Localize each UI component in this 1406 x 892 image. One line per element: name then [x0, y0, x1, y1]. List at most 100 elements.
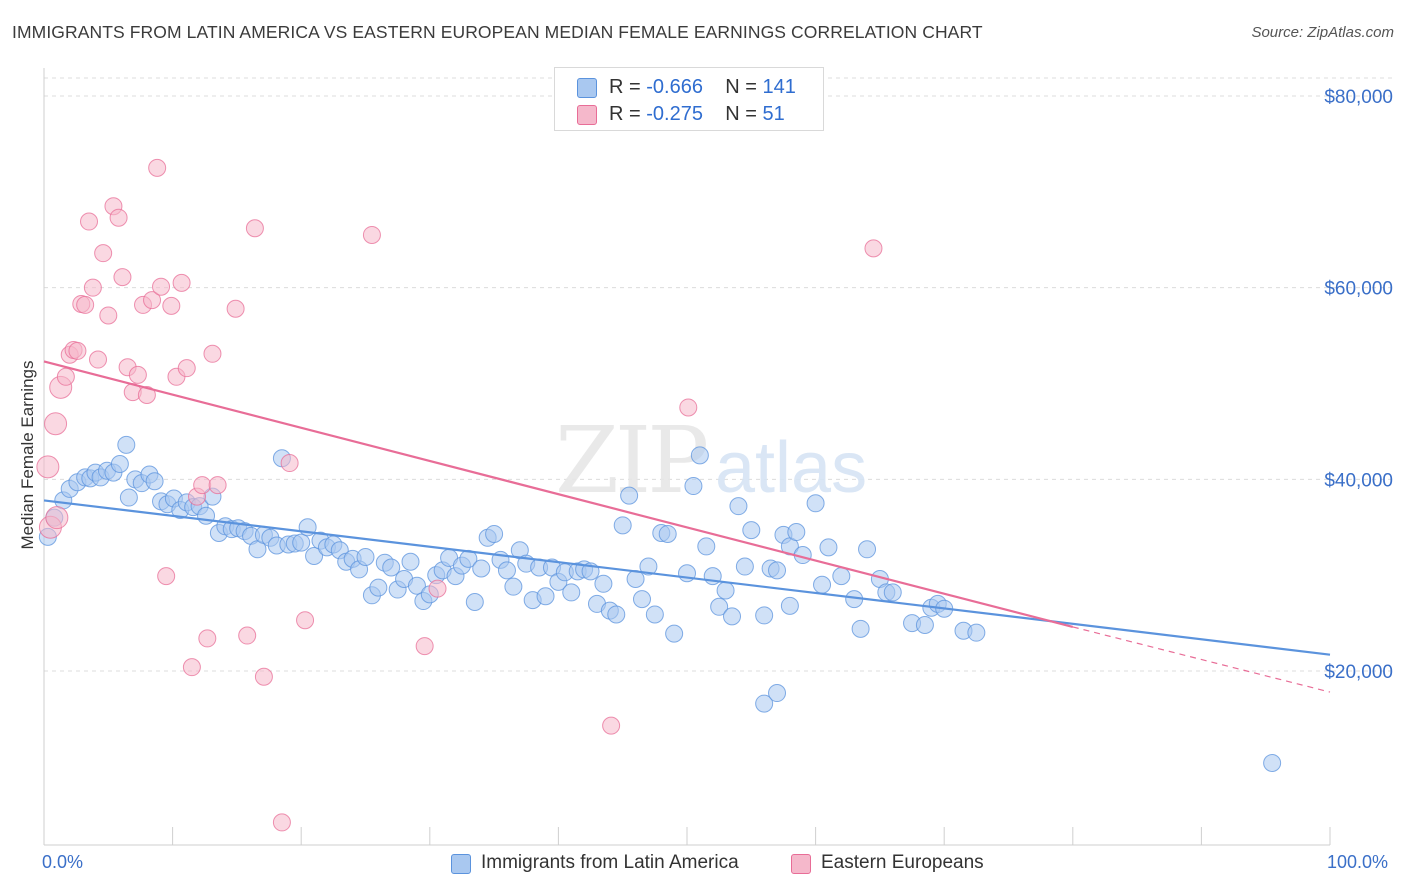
point-latin-america-108	[735, 557, 754, 576]
trend-lines	[43, 360, 1331, 693]
y-tick-label-2: $60,000	[1324, 279, 1393, 300]
point-latin-america-82	[562, 583, 581, 602]
n-label: N =	[725, 103, 763, 125]
point-latin-america-72	[497, 561, 516, 580]
point-eastern-europeans-37	[226, 299, 245, 318]
point-latin-america-137	[780, 596, 799, 615]
point-latin-america-87	[594, 574, 613, 593]
point-eastern-europeans-2	[44, 412, 68, 436]
point-latin-america-13	[119, 488, 138, 507]
n-value-latin-america: 141	[762, 76, 796, 98]
trend-extension-eastern-europeans	[1072, 626, 1331, 693]
legend-swatch-latin-america	[451, 854, 471, 874]
series-eastern-europeans	[36, 158, 883, 832]
point-eastern-europeans-48	[679, 398, 698, 417]
point-eastern-europeans-25	[152, 277, 171, 296]
point-latin-america-68	[472, 559, 491, 578]
series-latin-america	[38, 435, 1282, 772]
point-eastern-europeans-36	[208, 476, 227, 495]
r-label: R =	[609, 76, 647, 98]
point-latin-america-104	[710, 597, 729, 616]
point-eastern-europeans-31	[182, 658, 201, 677]
point-latin-america-93	[632, 590, 651, 609]
point-latin-america-107	[729, 497, 748, 516]
point-latin-america-94	[639, 557, 658, 576]
watermark-atlas: atlas	[715, 428, 867, 508]
point-latin-america-25	[197, 506, 216, 525]
point-latin-america-57	[401, 552, 420, 571]
point-eastern-europeans-11	[83, 278, 102, 297]
stats-legend: R = -0.666 N = 141 R = -0.275 N = 51	[554, 67, 824, 131]
point-eastern-europeans-46	[428, 579, 447, 598]
y-tick-label-0: $20,000	[1324, 662, 1393, 683]
point-latin-america-17	[145, 472, 164, 491]
legend-swatch-latin-america	[577, 78, 597, 98]
y-axis-title: Median Female Earnings	[18, 360, 37, 550]
point-latin-america-78	[536, 587, 555, 606]
point-eastern-europeans-29	[172, 273, 191, 292]
point-eastern-europeans-49	[864, 239, 883, 258]
point-eastern-europeans-23	[143, 291, 162, 310]
point-eastern-europeans-47	[602, 716, 621, 735]
point-latin-america-101	[690, 446, 709, 465]
y-tick-label-1: $40,000	[1324, 470, 1393, 491]
point-latin-america-73	[504, 577, 523, 596]
point-eastern-europeans-42	[280, 454, 299, 473]
point-eastern-europeans-35	[203, 344, 222, 363]
point-latin-america-70	[485, 524, 504, 543]
point-eastern-europeans-45	[415, 637, 434, 656]
point-eastern-europeans-13	[94, 244, 113, 263]
point-eastern-europeans-12	[89, 350, 108, 369]
point-latin-america-136	[1263, 754, 1282, 772]
point-eastern-europeans-26	[157, 567, 176, 586]
point-eastern-europeans-40	[254, 667, 273, 686]
point-latin-america-52	[369, 578, 388, 597]
point-latin-america-89	[607, 605, 626, 624]
trend-line-latin-america	[43, 499, 1331, 656]
r-value-eastern-europeans: -0.275	[646, 103, 703, 125]
point-latin-america-98	[665, 624, 684, 643]
legend-label-eastern-europeans: Eastern Europeans	[821, 852, 984, 873]
point-eastern-europeans-0	[36, 455, 60, 479]
point-latin-america-50	[356, 547, 375, 566]
point-latin-america-42	[305, 547, 324, 565]
point-eastern-europeans-16	[109, 208, 128, 227]
point-latin-america-118	[813, 575, 832, 594]
n-value-eastern-europeans: 51	[762, 103, 785, 125]
point-latin-america-90	[613, 516, 632, 535]
r-value-latin-america: -0.666	[646, 76, 703, 98]
point-eastern-europeans-41	[272, 813, 291, 832]
point-latin-america-123	[858, 540, 877, 559]
point-latin-america-133	[967, 623, 986, 642]
legend-label-latin-america: Immigrants from Latin America	[481, 852, 739, 873]
point-eastern-europeans-4	[56, 367, 75, 386]
point-eastern-europeans-38	[238, 626, 257, 645]
legend-swatch-eastern-europeans	[577, 105, 597, 125]
point-eastern-europeans-22	[137, 386, 156, 404]
point-latin-america-122	[851, 619, 870, 638]
point-eastern-europeans-20	[128, 365, 147, 384]
point-eastern-europeans-44	[362, 225, 381, 244]
point-latin-america-135	[768, 684, 787, 703]
point-latin-america-115	[787, 523, 806, 542]
point-latin-america-102	[697, 537, 716, 556]
point-latin-america-12	[117, 435, 136, 454]
point-eastern-europeans-27	[162, 296, 181, 315]
point-eastern-europeans-39	[245, 219, 264, 238]
point-latin-america-112	[768, 561, 787, 580]
point-latin-america-128	[915, 616, 934, 634]
point-latin-america-117	[806, 494, 825, 513]
point-eastern-europeans-7	[68, 341, 87, 360]
point-latin-america-97	[658, 524, 677, 543]
point-latin-america-58	[407, 576, 426, 595]
y-tick-label-3: $80,000	[1324, 87, 1393, 108]
point-latin-america-109	[742, 521, 761, 540]
chart-title: IMMIGRANTS FROM LATIN AMERICA VS EASTERN…	[12, 22, 983, 42]
point-latin-america-11	[110, 455, 129, 473]
point-eastern-europeans-34	[198, 629, 217, 648]
point-latin-america-67	[465, 593, 484, 611]
point-latin-america-110	[755, 606, 774, 625]
point-latin-america-91	[620, 486, 639, 505]
n-label: N =	[725, 76, 763, 98]
